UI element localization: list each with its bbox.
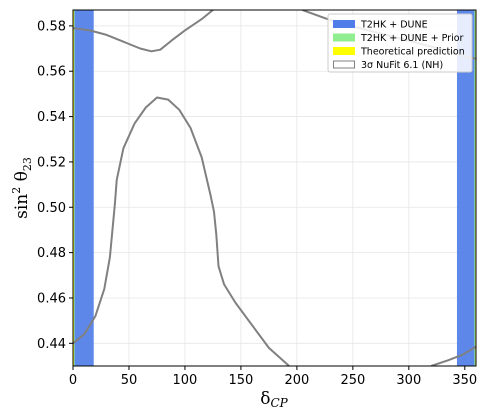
- x-tick-label: 100: [173, 373, 198, 388]
- legend-label: T2HK + DUNE + Prior: [360, 33, 464, 44]
- y-tick-label: 0.54: [37, 110, 66, 125]
- y-tick-label: 0.44: [37, 337, 66, 352]
- prediction-band: [474, 10, 476, 366]
- contour-line: [73, 96, 290, 366]
- legend-label: 3σ NuFit 6.1 (NH): [361, 60, 443, 71]
- allowed-region: [456, 10, 476, 366]
- legend-label: Theoretical prediction: [360, 47, 465, 58]
- allowed-region: [73, 10, 94, 366]
- x-tick-label: 200: [284, 373, 309, 388]
- x-tick-label: 50: [121, 373, 138, 388]
- y-tick-label: 0.48: [37, 246, 66, 261]
- plot-frame: [72, 9, 477, 367]
- y-tick-label: 0.52: [37, 155, 66, 170]
- legend-swatch: [333, 47, 355, 55]
- contour-line: [73, 10, 214, 53]
- x-tick-label: 350: [452, 373, 477, 388]
- legend-label: T2HK + DUNE: [360, 20, 428, 31]
- x-tick-label: 250: [340, 373, 365, 388]
- x-axis: 0 50 100 150 200 250 300 350: [69, 366, 477, 388]
- y-axis: 0.44 0.46 0.48 0.50 0.52 0.54 0.56 0.58: [37, 19, 73, 352]
- x-tick-label: 150: [229, 373, 254, 388]
- x-tick-label: 300: [396, 373, 421, 388]
- y-tick-label: 0.58: [37, 19, 66, 34]
- y-axis-title: sin2 θ23: [10, 157, 34, 219]
- legend-swatch: [333, 60, 355, 69]
- legend-swatch: [333, 20, 355, 28]
- y-tick-label: 0.46: [37, 291, 66, 306]
- legend: T2HK + DUNE T2HK + DUNE + Prior Theoretica…: [327, 13, 473, 73]
- x-tick-label: 0: [69, 373, 77, 388]
- x-axis-title: δCP: [260, 389, 288, 410]
- y-tick-label: 0.56: [37, 65, 66, 80]
- y-tick-label: 0.50: [37, 201, 66, 216]
- legend-box: [327, 13, 473, 73]
- legend-swatch: [333, 33, 355, 42]
- contour-line: [430, 345, 476, 366]
